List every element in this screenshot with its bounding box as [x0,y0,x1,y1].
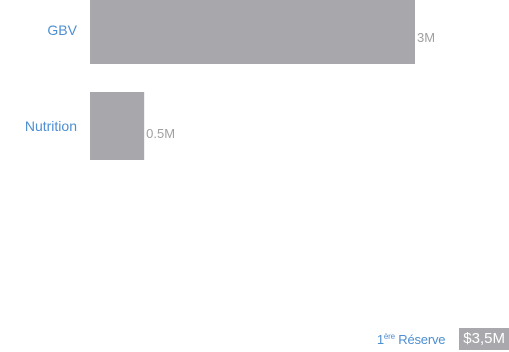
category-label-nutrition: Nutrition [25,118,77,134]
bar-nutrition [90,92,145,160]
category-label-gbv: GBV [47,22,77,38]
reserve-label: 1ère Réserve [376,331,446,347]
reserve-label-text: Réserve [394,331,446,347]
bar-gbv [90,0,415,64]
reserve-label-prefix: 1 [376,331,384,347]
reserve-label-sup: ère [383,331,395,341]
bar-chart: GBV 3M Nutrition 0.5M [25,0,435,160]
reserve-footer: 1ère Réserve $3,5M [377,326,509,352]
value-label-nutrition: 0.5M [146,126,175,141]
value-label-gbv: 3M [417,30,435,45]
reserve-value-badge: $3,5M [459,328,509,350]
